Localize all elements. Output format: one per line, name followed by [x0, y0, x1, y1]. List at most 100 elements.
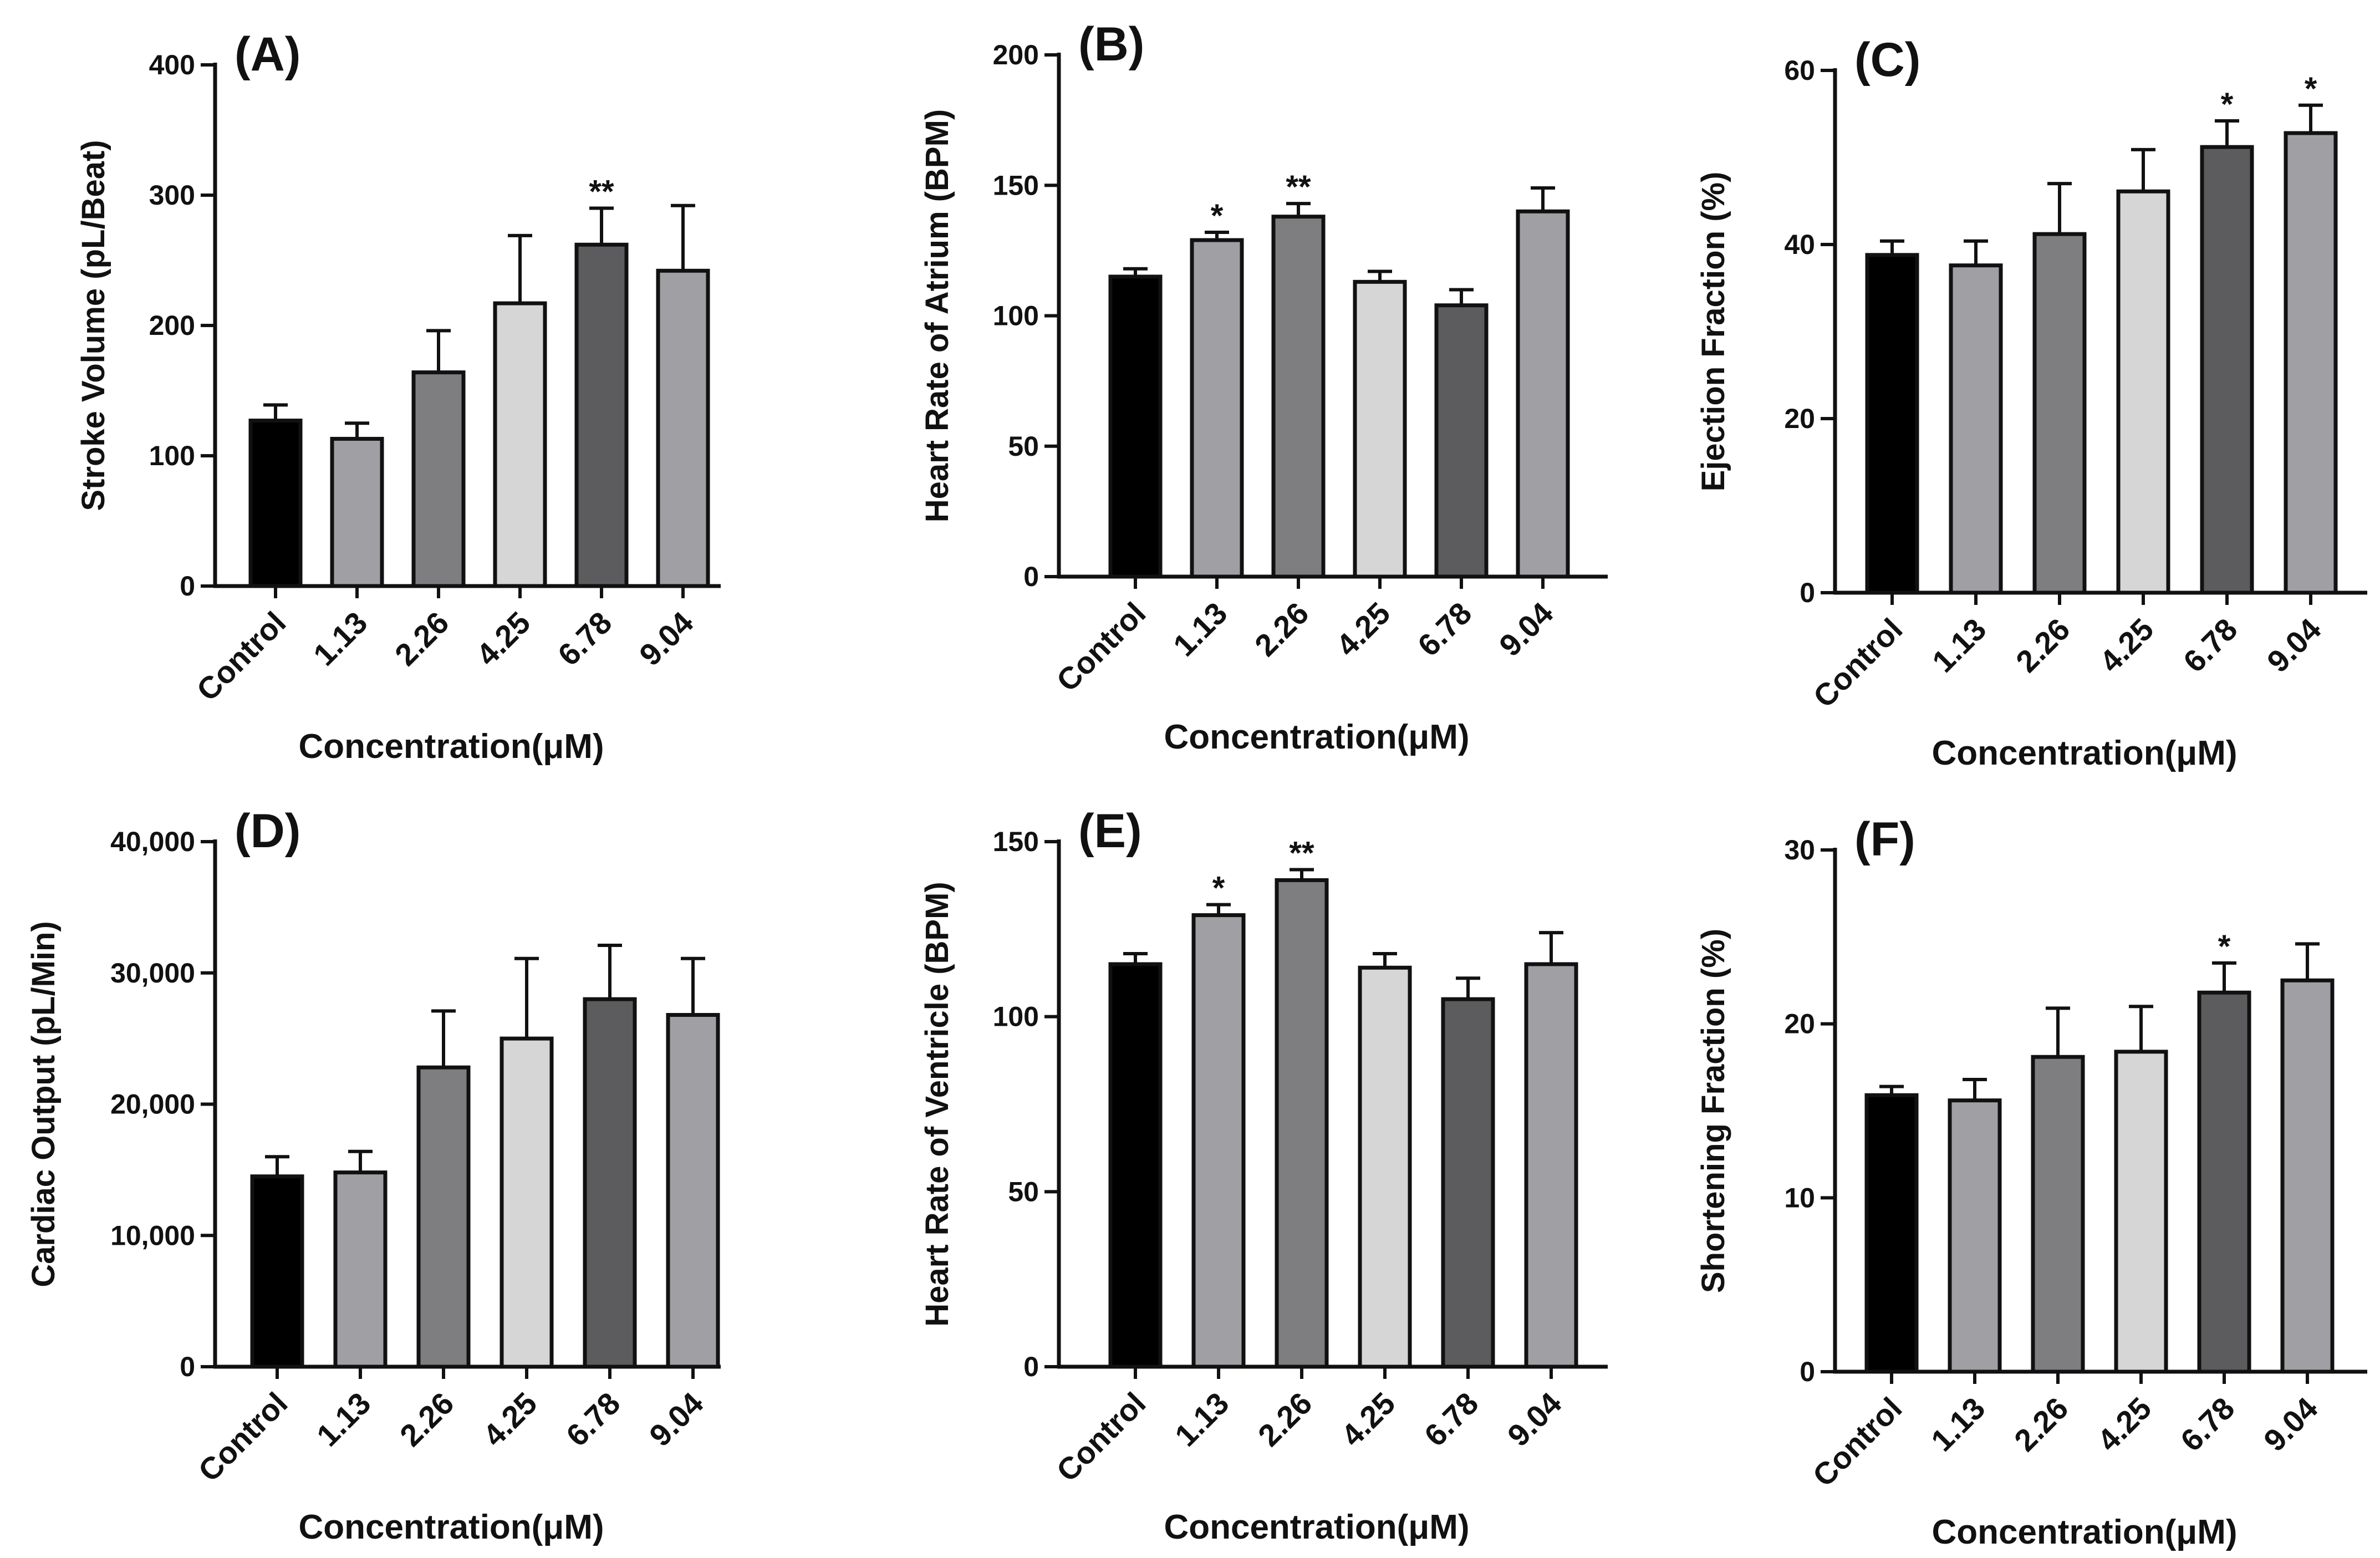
bar: [2200, 145, 2254, 595]
bar: [666, 1013, 720, 1369]
y-tick-label: 0: [1023, 1351, 1039, 1382]
significance-mark: *: [2305, 71, 2317, 107]
y-tick-label: 50: [1008, 1176, 1039, 1207]
x-tick-label: Control: [1806, 1391, 1908, 1493]
y-tick-label: 200: [149, 310, 195, 341]
x-tick-label: Control: [1049, 1386, 1152, 1488]
x-tick-label: 1.13: [1924, 1391, 1992, 1458]
bar: [2032, 232, 2087, 595]
bar: [416, 1065, 471, 1369]
x-tick-label: 4.25: [2093, 612, 2160, 679]
panel-letter: (B): [1078, 18, 1144, 71]
bar: [250, 1174, 304, 1369]
y-axis-title: Ejection Fraction (%): [1695, 172, 1731, 492]
bar: [1358, 965, 1412, 1369]
x-tick-label: 4.25: [1334, 1386, 1402, 1453]
bar: [1271, 215, 1326, 579]
x-tick-label: Control: [190, 605, 292, 707]
bar: [1190, 238, 1244, 579]
x-tick-label: 6.78: [559, 1386, 627, 1453]
x-tick-label: 2.26: [388, 605, 456, 673]
y-tick-label: 0: [1023, 561, 1039, 592]
y-tick-label: 100: [993, 301, 1039, 332]
y-tick-label: 150: [993, 826, 1039, 857]
bar: [583, 997, 637, 1369]
y-tick-label: 300: [149, 180, 195, 211]
x-tick-label: 6.78: [2177, 612, 2244, 679]
significance-mark: *: [2221, 86, 2234, 123]
bar: [500, 1036, 554, 1369]
x-axis-title: Concentration(μM): [1164, 718, 1469, 756]
y-tick-label: 30,000: [110, 958, 195, 989]
bar: [1524, 962, 1578, 1369]
bar: [333, 1170, 388, 1369]
chart-panel-6: Control 1.13 2.26 4.25 * 6.78 9.04 0 10 20 30 Short…: [1695, 813, 2367, 1551]
x-axis-title: Concentration(μM): [1931, 734, 2237, 772]
y-tick-label: 150: [993, 170, 1039, 201]
bar: [1516, 209, 1570, 579]
panel-letter: (D): [235, 805, 300, 858]
x-tick-label: 9.04: [2260, 612, 2328, 679]
y-tick-label: 40,000: [110, 826, 195, 857]
y-axis-title: Shortening Fraction (%): [1695, 929, 1731, 1293]
bar: [1949, 263, 2003, 595]
y-tick-label: 60: [1784, 55, 1815, 86]
significance-mark: **: [1289, 836, 1314, 872]
x-tick-label: 1.13: [1925, 612, 1993, 679]
bar: [1441, 997, 1495, 1369]
panel-letter: (F): [1854, 813, 1915, 866]
x-tick-label: 4.25: [476, 1386, 544, 1453]
x-tick-label: 9.04: [1492, 595, 1560, 663]
bar: [656, 268, 710, 588]
y-axis-title: Heart Rate of Atrium (BPM): [919, 109, 955, 522]
bar: [2031, 1055, 2085, 1374]
y-axis-title: Stroke Volume (pL/Beat): [75, 140, 111, 511]
y-tick-label: 200: [993, 39, 1039, 70]
y-tick-label: 10: [1784, 1182, 1815, 1213]
x-tick-label: 4.25: [470, 605, 537, 673]
significance-mark: *: [1211, 198, 1224, 234]
y-tick-label: 0: [1800, 577, 1815, 608]
y-tick-label: 400: [149, 49, 195, 80]
x-tick-label: 2.26: [393, 1386, 461, 1453]
bar: [1434, 303, 1489, 579]
x-tick-label: 1.13: [310, 1386, 378, 1453]
y-axis-title: Cardiac Output (pL/Min): [26, 921, 62, 1287]
bar: [411, 370, 466, 588]
y-tick-label: 100: [993, 1001, 1039, 1032]
chart-panel-4: Control 1.13 2.26 4.25 6.78 9.04 0 10,000 20,000…: [26, 805, 721, 1546]
x-tick-label: 4.25: [2091, 1391, 2158, 1458]
x-tick-label: 6.78: [551, 605, 619, 673]
panel-letter: (A): [235, 28, 300, 81]
bar: [574, 242, 629, 588]
chart-panel-3: Control 1.13 2.26 4.25 * 6.78 * 9.04 0 20 40 60 Ejec…: [1695, 33, 2367, 772]
x-tick-label: 9.04: [1501, 1386, 1568, 1453]
x-tick-label: 9.04: [643, 1386, 710, 1453]
bar: [1275, 878, 1329, 1369]
y-tick-label: 20: [1784, 403, 1815, 434]
x-tick-label: Control: [191, 1386, 294, 1488]
x-tick-label: 6.78: [2174, 1391, 2241, 1458]
bar: [1108, 274, 1163, 579]
y-tick-label: 20: [1784, 1009, 1815, 1040]
y-tick-label: 50: [1008, 431, 1039, 462]
bar: [1948, 1098, 2002, 1374]
bar: [2114, 1050, 2168, 1374]
y-tick-label: 10,000: [110, 1220, 195, 1251]
x-tick-label: 6.78: [1411, 595, 1479, 663]
y-tick-label: 0: [180, 1351, 195, 1382]
x-tick-label: Control: [1806, 612, 1909, 714]
bar: [1191, 913, 1246, 1369]
bar: [493, 301, 547, 588]
x-axis-title: Concentration(μM): [1164, 1508, 1469, 1546]
significance-mark: **: [1286, 169, 1311, 205]
x-tick-label: 4.25: [1329, 595, 1397, 663]
x-tick-label: 6.78: [1418, 1386, 1485, 1453]
chart-panel-5: Control * 1.13 ** 2.26 4.25 6.78 9.04 0 50 100 150 H…: [919, 805, 1608, 1546]
y-tick-label: 30: [1784, 834, 1815, 865]
chart-panel-2: Control * 1.13 ** 2.26 4.25 6.78 9.04 0 50 100 150 2…: [919, 18, 1608, 756]
chart-panel-1: Control 1.13 2.26 4.25 ** 6.78 9.04 0 100 200 300 4…: [75, 28, 721, 766]
x-tick-label: 2.26: [2007, 1391, 2075, 1458]
y-axis-title: Heart Rate of Ventricle (BPM): [919, 882, 955, 1327]
